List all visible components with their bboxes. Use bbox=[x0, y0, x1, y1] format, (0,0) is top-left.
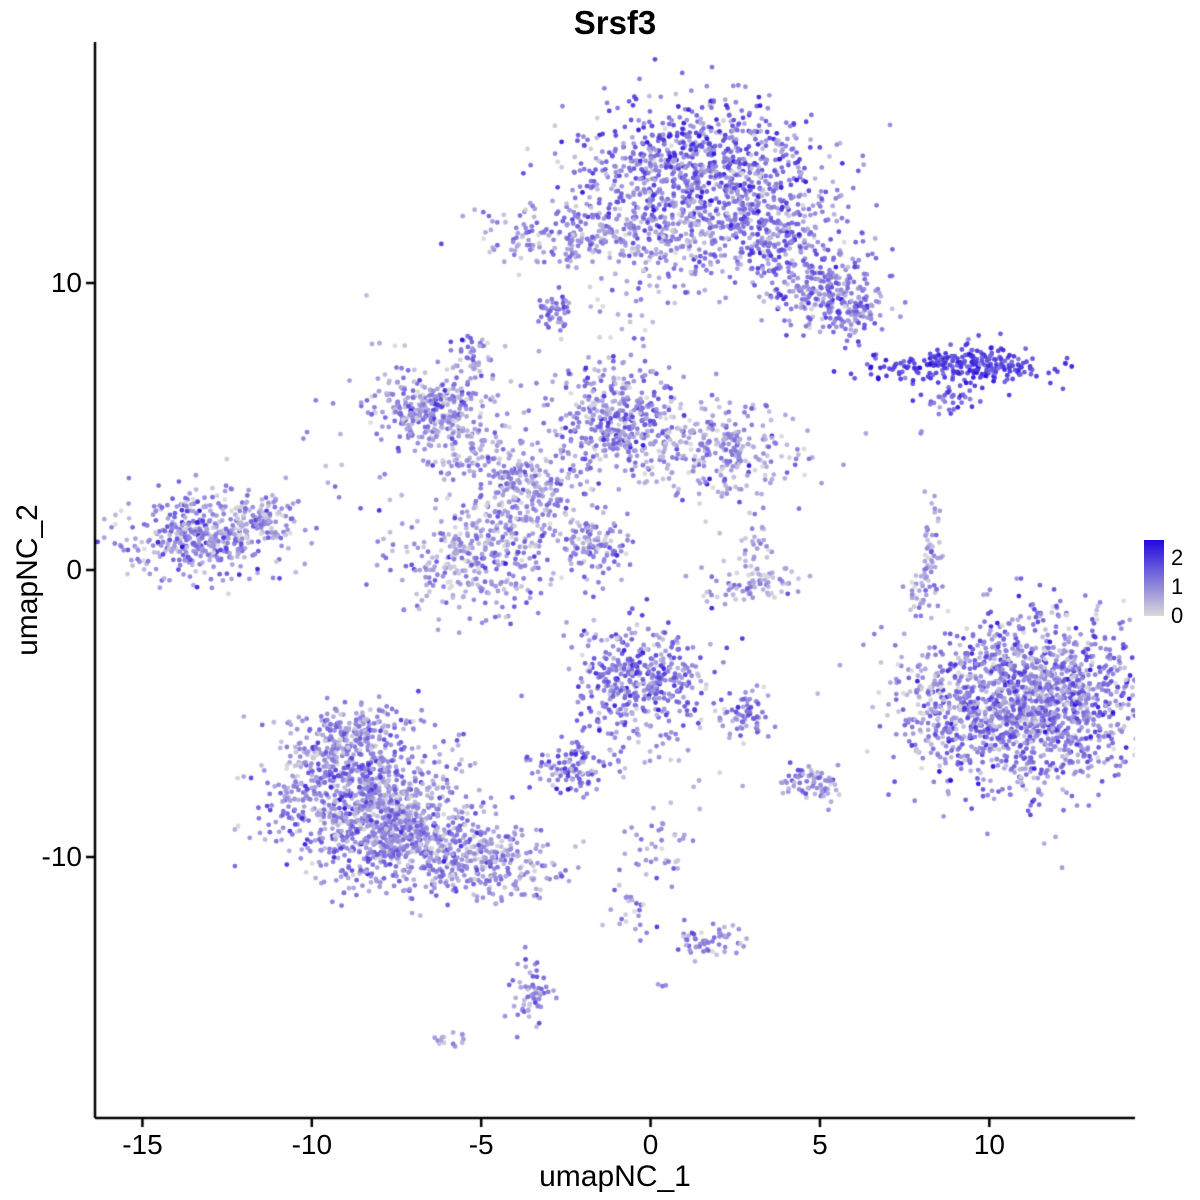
x-tick-label: -5 bbox=[468, 1129, 494, 1160]
legend-tick-label: 1 bbox=[1171, 573, 1184, 599]
y-tick-label: 10 bbox=[50, 267, 82, 299]
page-title: Srsf3 bbox=[573, 4, 657, 41]
y-tick-label: 0 bbox=[66, 553, 82, 585]
legend-tick-label: 0 bbox=[1171, 603, 1184, 628]
y-tick-label: -10 bbox=[41, 840, 82, 872]
x-tick-label: 10 bbox=[973, 1129, 1005, 1160]
x-tick-label: 0 bbox=[642, 1129, 659, 1160]
legend-gradient-bar bbox=[1144, 540, 1164, 616]
expression-color-legend: 2 1 0 bbox=[1144, 540, 1200, 630]
x-tick-label: 5 bbox=[812, 1129, 828, 1160]
x-tick-label: -15 bbox=[122, 1129, 163, 1160]
x-tick-label: -10 bbox=[291, 1129, 333, 1160]
legend-tick-label: 2 bbox=[1171, 544, 1184, 570]
x-axis-label: umapNC_1 bbox=[539, 1160, 691, 1193]
